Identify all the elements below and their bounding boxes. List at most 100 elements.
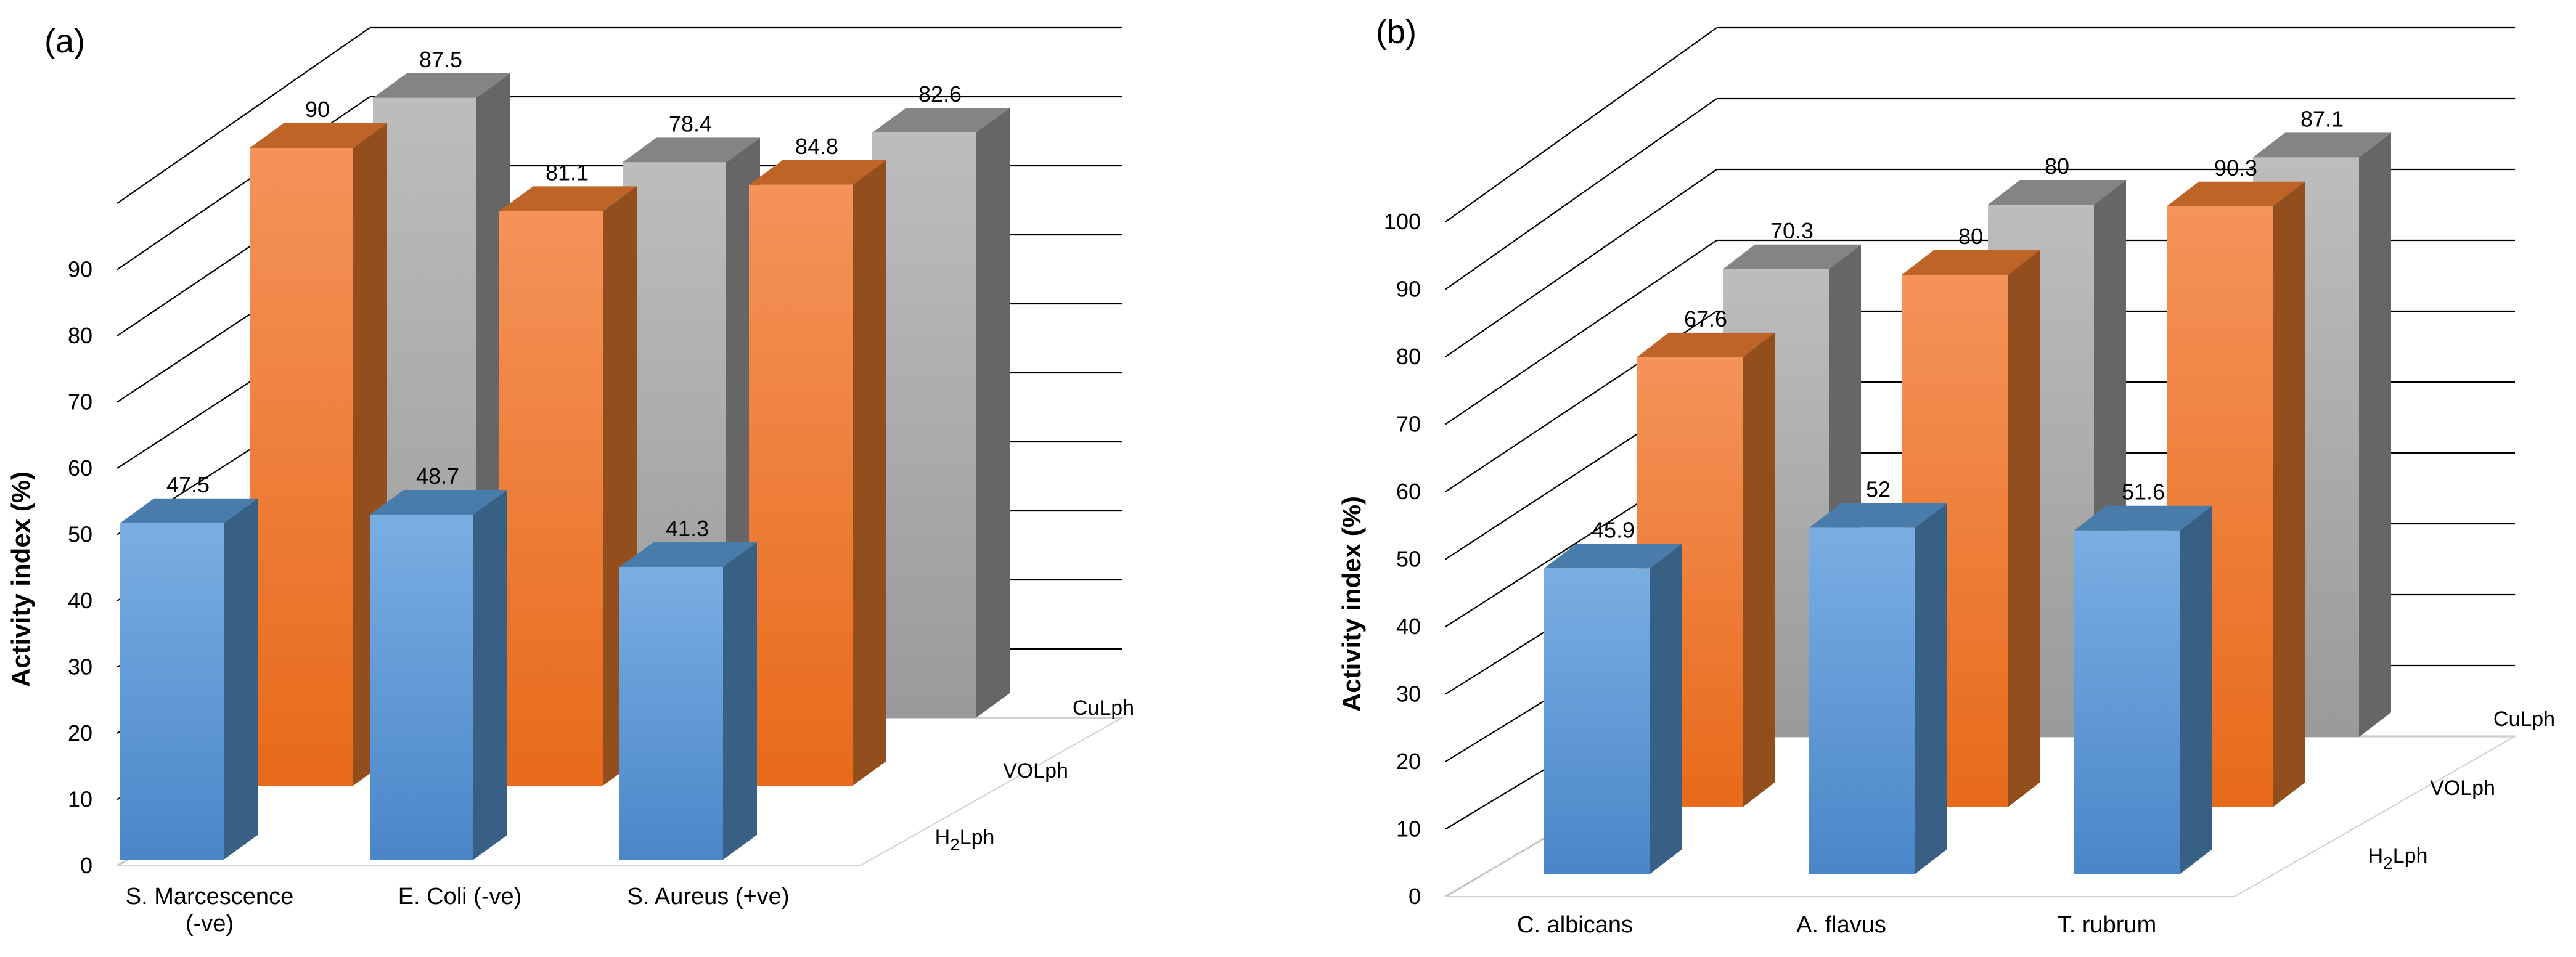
bar-VOLph-2 <box>749 160 886 786</box>
y-tick-label: 70 <box>1396 412 1421 437</box>
y-tick-label: 60 <box>68 455 92 481</box>
bar-top <box>619 542 757 568</box>
data-label: 67.6 <box>1684 306 1727 332</box>
y-axis-label: Activity index (%) <box>6 471 35 687</box>
bar-side <box>473 489 507 860</box>
bar-side <box>2359 132 2391 737</box>
data-label: 81.1 <box>546 160 589 185</box>
data-label: 51.6 <box>2122 479 2165 505</box>
y-tick-label: 40 <box>1396 614 1421 639</box>
y-tick-label: 0 <box>80 853 92 878</box>
bar-side <box>723 542 757 860</box>
y-tick-label: 60 <box>1396 479 1421 504</box>
y-tick-label: 40 <box>68 588 92 613</box>
panel-label: (b) <box>1376 14 1417 51</box>
bar-front <box>1544 568 1650 874</box>
bar-front <box>499 211 603 786</box>
panel-label: (a) <box>44 23 85 60</box>
y-axis-label: Activity index (%) <box>1337 496 1366 712</box>
bar-top <box>2167 181 2305 206</box>
bar-top <box>1902 250 2040 275</box>
series-label-VOLph: VOLph <box>1003 759 1068 783</box>
bar-top <box>749 160 886 185</box>
category-label: (-ve) <box>186 911 234 937</box>
bar-side <box>2180 505 2212 874</box>
bar-H2Lph-2 <box>2074 505 2212 874</box>
bar-side <box>853 160 886 786</box>
bar-top <box>370 489 507 515</box>
data-label: 90 <box>305 97 330 122</box>
data-label: 78.4 <box>669 111 712 136</box>
bar-front <box>872 132 976 719</box>
y-tick-label: 20 <box>1396 749 1421 774</box>
category-label: S. Aureus (+ve) <box>628 884 790 910</box>
data-label: 87.1 <box>2300 106 2344 131</box>
bar-side <box>976 108 1010 719</box>
bar-top <box>872 108 1010 133</box>
bar-front <box>1809 527 1915 874</box>
bar-H2Lph-1 <box>1809 503 1947 874</box>
panel-b: (b) 0 10 20 30 40 50 60 70 80 90 100 Activity index … <box>1337 14 2555 938</box>
data-label: 80 <box>1958 224 1983 249</box>
panel-a: (a) 0 10 20 30 40 50 60 70 80 90 Activity index (%)… <box>6 23 1134 937</box>
bar-top <box>1544 544 1682 569</box>
data-label: 41.3 <box>666 516 709 541</box>
bar-front <box>370 514 473 860</box>
y-tick-label: 10 <box>1396 817 1421 842</box>
data-label: 80 <box>2045 153 2069 179</box>
bar-side <box>1743 332 1775 807</box>
gridline-diagonal <box>1445 98 1717 290</box>
bar-top <box>1988 180 2126 205</box>
data-label: 45.9 <box>1592 517 1635 542</box>
bar-side <box>1915 503 1947 874</box>
y-tick-label: 80 <box>68 323 92 348</box>
gridline-diagonal <box>117 27 370 204</box>
y-tick-label: 50 <box>1396 547 1421 572</box>
series-label-CuLph: CuLph <box>1073 696 1134 720</box>
bar-VOLph-0 <box>250 123 387 786</box>
bar-top <box>2074 505 2212 531</box>
series-label-H2Lph: H2Lph <box>935 826 995 854</box>
y-tick-label: 90 <box>1396 277 1421 302</box>
bar-top <box>1809 503 1947 528</box>
data-label: 47.5 <box>166 472 210 497</box>
bar-H2Lph-0 <box>120 498 258 860</box>
data-label: 90.3 <box>2214 155 2257 181</box>
y-tick-label: 70 <box>68 389 92 415</box>
bar-front <box>250 148 353 786</box>
bar-side <box>1650 544 1682 874</box>
series-label-H2Lph: H2Lph <box>2368 844 2428 873</box>
bar-top <box>623 137 760 163</box>
category-label: C. albicans <box>1517 912 1633 938</box>
bar-top <box>120 498 258 523</box>
y-tick-label: 10 <box>68 787 92 812</box>
category-label: S. Marcescence <box>126 884 293 910</box>
series-label-CuLph: CuLph <box>2493 707 2555 731</box>
bar-top <box>1637 332 1775 357</box>
y-tick-label: 100 <box>1384 209 1421 234</box>
bar-side <box>2273 181 2305 807</box>
series-label-VOLph: VOLph <box>2430 776 2495 800</box>
category-label: T. rubrum <box>2058 912 2156 938</box>
y-tick-label: 30 <box>1396 682 1421 707</box>
data-label: 48.7 <box>416 463 459 489</box>
gridline-diagonal <box>1445 240 1717 425</box>
bar-top <box>2253 132 2391 158</box>
bar-side <box>2008 250 2040 807</box>
bar-front <box>619 567 723 860</box>
bar-side <box>224 498 258 860</box>
data-label: 52 <box>1866 476 1891 502</box>
bar-VOLph-1 <box>499 186 637 786</box>
bar-top <box>250 123 387 148</box>
bar-H2Lph-2 <box>619 542 757 860</box>
category-label: E. Coli (-ve) <box>398 884 522 910</box>
y-tick-label: 90 <box>68 257 92 282</box>
y-tick-label: 80 <box>1396 344 1421 369</box>
data-label: 87.5 <box>419 47 462 72</box>
y-tick-label: 50 <box>68 522 92 547</box>
bar-top <box>373 73 510 98</box>
data-label: 82.6 <box>918 81 962 107</box>
bar-front <box>749 184 853 786</box>
bar-H2Lph-1 <box>370 489 507 860</box>
